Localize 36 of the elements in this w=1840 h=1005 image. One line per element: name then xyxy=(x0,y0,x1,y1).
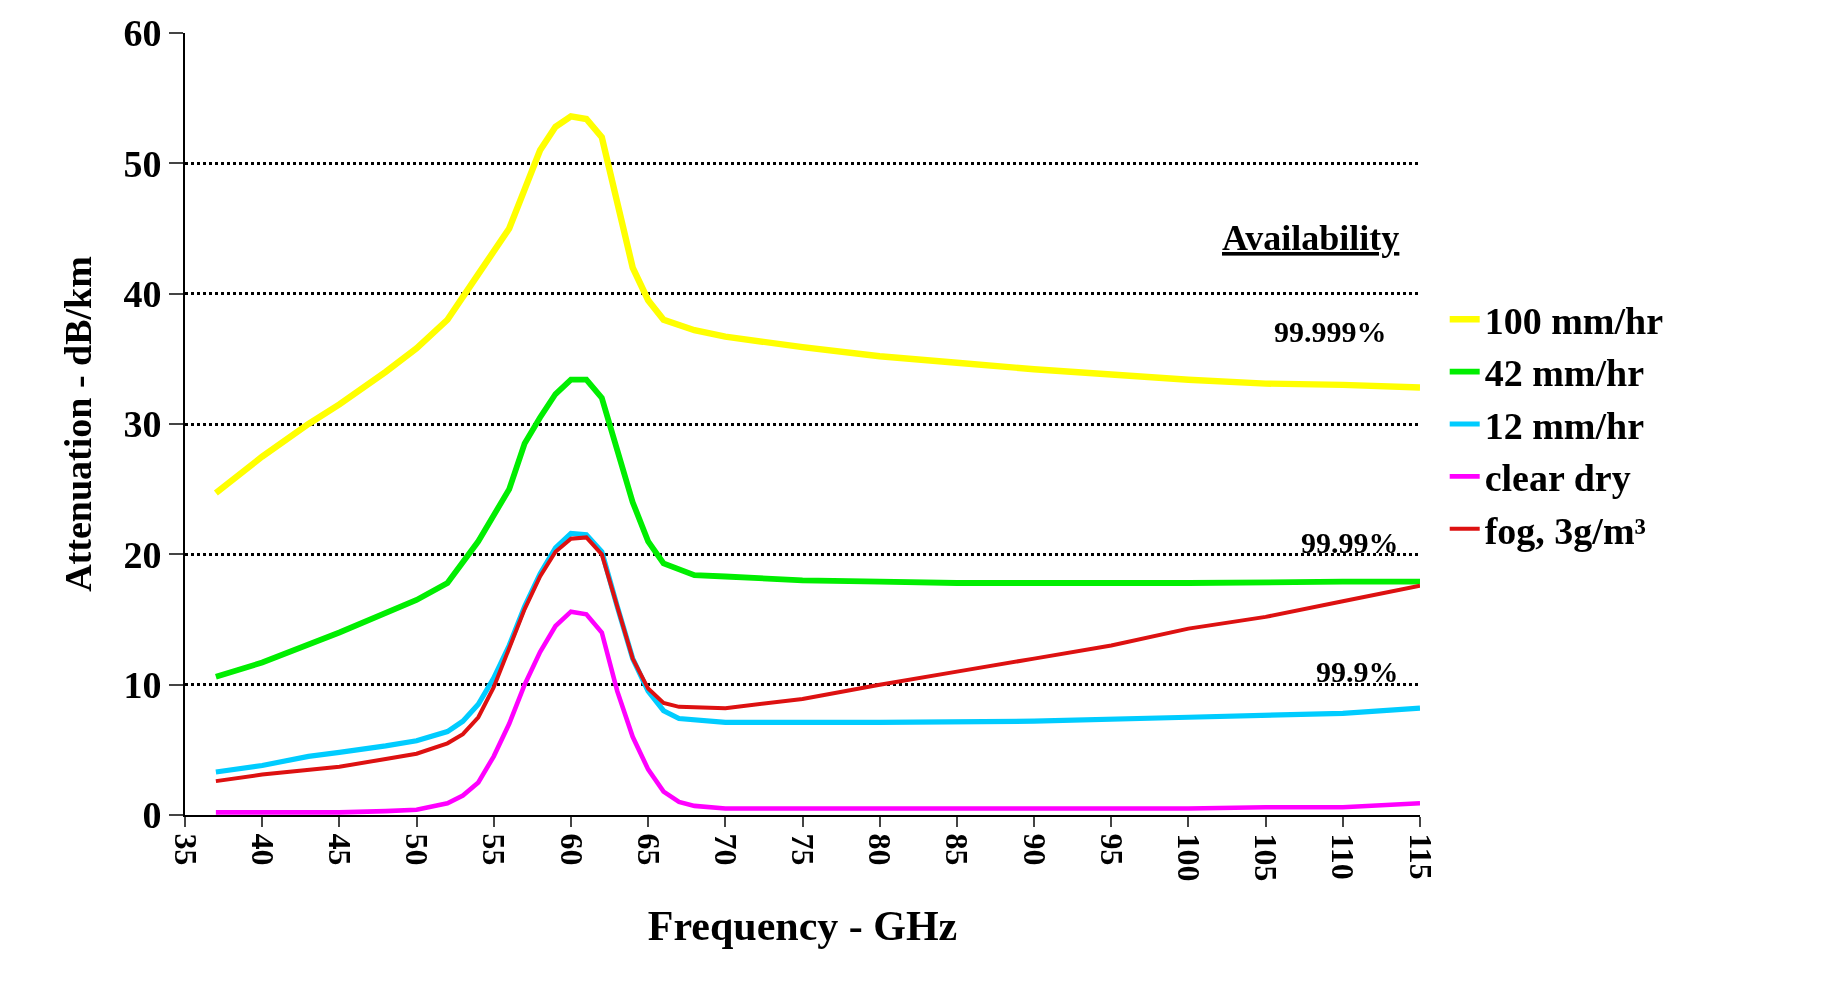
x-tick-label: 105 xyxy=(1248,833,1285,882)
annotation: 99.999% xyxy=(1274,315,1387,348)
legend-label: 42 mm/hr xyxy=(1484,352,1645,395)
x-tick-label: 115 xyxy=(1402,833,1439,880)
x-tick-label: 55 xyxy=(476,833,513,866)
y-tick-label: 50 xyxy=(123,142,162,185)
x-tick-label: 85 xyxy=(939,833,976,866)
y-tick-label: 60 xyxy=(123,12,162,55)
annotation: 99.9% xyxy=(1316,655,1399,688)
x-tick-label: 110 xyxy=(1325,833,1362,880)
legend-label: 100 mm/hr xyxy=(1484,300,1664,343)
legend-label: clear dry xyxy=(1484,457,1631,500)
y-tick-label: 20 xyxy=(123,533,162,576)
annotation: 99.99% xyxy=(1301,526,1399,559)
x-tick-label: 65 xyxy=(630,833,667,866)
y-tick-label: 10 xyxy=(123,663,162,706)
x-tick-label: 45 xyxy=(321,833,358,866)
legend-label: 12 mm/hr xyxy=(1484,404,1645,447)
x-tick-label: 40 xyxy=(244,833,281,866)
x-tick-label: 70 xyxy=(707,833,744,866)
x-tick-label: 50 xyxy=(399,833,436,866)
y-axis-title: Attenuation - dB/km xyxy=(57,256,100,592)
annotation: Availability xyxy=(1222,218,1400,258)
y-tick-label: 0 xyxy=(142,794,162,837)
x-tick-label: 100 xyxy=(1171,833,1208,882)
x-tick-label: 75 xyxy=(785,833,822,866)
y-tick-label: 40 xyxy=(123,272,162,315)
x-tick-label: 60 xyxy=(553,833,590,866)
x-tick-label: 90 xyxy=(1016,833,1053,866)
legend-label: fog, 3g/m³ xyxy=(1484,509,1646,552)
x-axis-title: Frequency - GHz xyxy=(647,902,958,949)
x-tick-label: 95 xyxy=(1093,833,1130,866)
x-tick-label: 80 xyxy=(862,833,899,866)
x-tick-label: 35 xyxy=(167,833,204,866)
line-series xyxy=(213,609,1420,815)
y-tick-label: 30 xyxy=(123,403,162,446)
